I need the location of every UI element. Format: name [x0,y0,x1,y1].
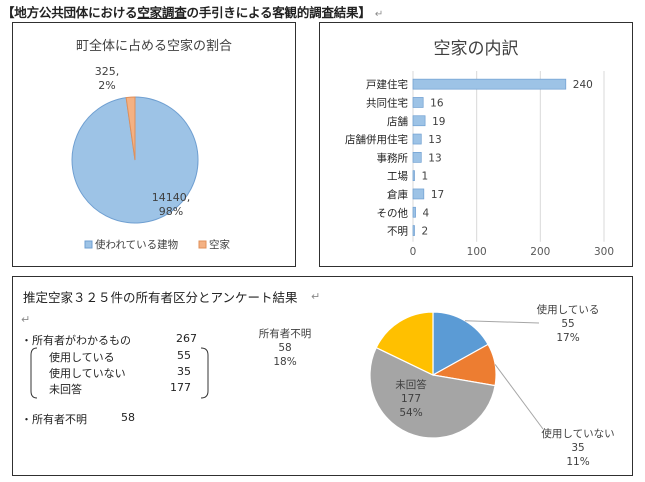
x-tick-label: 100 [467,246,487,258]
bar [412,78,567,90]
category-label: 工場 [387,170,408,183]
data-label: 1 [422,171,429,183]
vacancy-ratio-pie-chart: 町全体に占める空家の割合 14140,98% 325,2% 使われている建物 空家 [71,38,232,251]
pie-slice-no-answer [369,346,496,439]
in-use-value: 55 [177,349,191,362]
not-in-use-label: 使用していない [49,367,126,380]
title-post: の手引きによる客観的調査結果】 [186,5,371,20]
paragraph-mark: ↵ [21,313,31,326]
bar [412,225,415,236]
in-use-label: 使用している [49,351,115,364]
category-label: 共同住宅 [366,96,408,109]
category-label: 戸建住宅 [366,78,408,91]
data-label-vacant-pct: 2% [98,79,115,92]
pie-slice-owner-unknown [375,311,434,376]
data-label-owner-unknown: 58 [278,342,291,354]
title-pre: 【地方公共団体における [2,5,138,20]
data-label-owner-unknown: 18% [273,356,296,368]
data-label-in-use-value: 14140, [152,191,191,204]
title-underlined: 空家調査 [137,5,187,20]
data-label-not-in-use: 35 [571,442,584,454]
category-label: その他 [377,206,409,219]
legend-swatch-in-use [84,240,93,249]
category-label: 店舗併用住宅 [345,133,408,146]
legend-label-in-use: 使われている建物 [95,238,178,251]
page-title: 【地方公共団体における空家調査の手引きによる客観的調査結果】 ↵ [2,2,383,21]
vacancy-breakdown-chart-panel: 空家の内訳 戸建住宅 共同住宅 店舗 店舗併用住宅 事務所 工場 倉庫 その他 不明 240 16… [319,22,633,267]
chart-title: 空家の内訳 [434,39,519,59]
owner-unknown-value: 58 [121,411,135,424]
owner-survey-pie-chart: 使用している 55 17% 使用していない 35 11% 未回答 177 54% 所有者不明 58 1… [259,303,615,468]
category-label: 不明 [387,226,408,238]
paragraph-mark: ↵ [311,290,321,303]
data-label-not-in-use: 使用していない [541,427,614,440]
data-label-no-answer: 未回答 [395,378,427,391]
section-title: 推定空家３２５件の所有者区分とアンケート結果 [23,290,298,305]
no-answer-value: 177 [170,381,191,394]
bar [412,152,422,163]
no-answer-label: 未回答 [49,383,82,396]
bar [412,170,415,181]
paragraph-mark: ↵ [374,9,383,20]
data-label-in-use-pct: 98% [159,205,183,218]
legend-label-vacant: 空家 [209,238,230,251]
vacancy-ratio-chart-panel: 町全体に占める空家の割合 14140, 98% 325, 2% 使われている建物 空家 [12,22,296,267]
data-label: 13 [428,134,441,146]
pie-slice-vacant-houses [125,96,136,161]
bar [412,206,416,218]
data-label-not-in-use: 11% [566,456,589,468]
chart-title: 町全体に占める空家の割合 [76,38,232,54]
data-label-owner-unknown: 所有者不明 [259,327,312,340]
leader-line [464,320,540,324]
x-tick-label: 0 [410,246,417,258]
pie-slice-in-use [432,311,489,377]
data-label-in-use: 17% [556,332,579,344]
data-label: 2 [422,226,429,238]
category-label: 倉庫 [387,188,408,201]
data-label-vacant-value: 325, [95,65,120,78]
bar [412,188,425,200]
data-label: 4 [423,207,430,219]
data-label: 19 [432,116,445,128]
owner-unknown-label: ・所有者不明 [21,413,87,426]
bracket-decoration [30,347,209,399]
x-tick-label: 200 [530,246,550,258]
data-label-in-use: 使用している [537,303,600,316]
leader-line [494,364,544,430]
data-label: 240 [573,79,593,91]
owner-known-value: 267 [176,332,197,345]
legend-swatch-vacant [198,240,207,249]
data-label-no-answer: 54% [399,407,422,419]
data-label: 13 [428,152,441,164]
owner-survey-panel: 推定空家３２５件の所有者区分とアンケート結果 ↵ ↵ ・所有者がわかるもの 26… [12,276,633,476]
data-label: 17 [431,189,444,201]
bar [412,97,424,108]
category-label: 事務所 [377,151,409,164]
x-tick-label: 300 [594,246,614,258]
owner-known-label: ・所有者がわかるもの [21,334,131,347]
data-label-no-answer: 177 [401,393,421,405]
not-in-use-value: 35 [177,365,191,378]
bar [412,133,422,145]
bar [412,115,426,127]
data-label: 16 [430,97,444,109]
data-label-in-use: 55 [561,318,574,330]
category-label: 店舗 [387,115,408,128]
